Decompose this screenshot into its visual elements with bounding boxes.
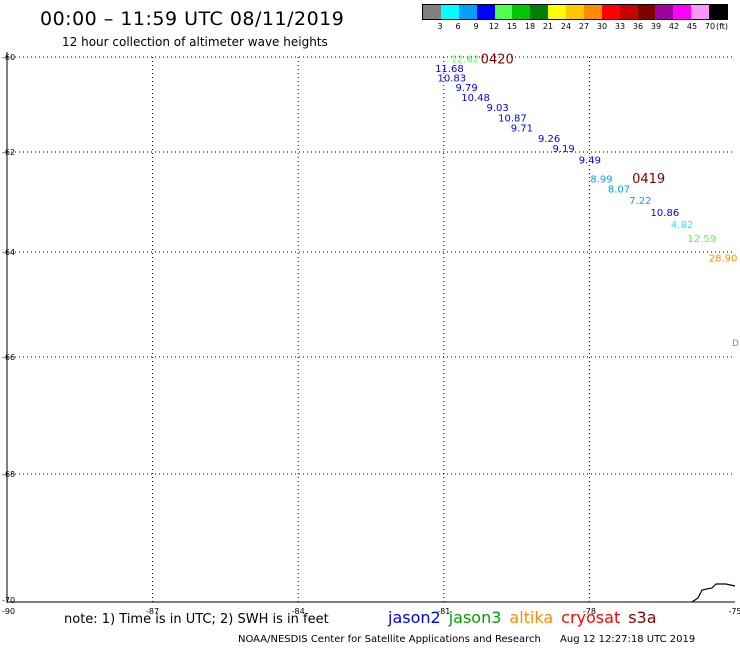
units-note: note: 1) Time is in UTC; 2) SWH is in fe…	[64, 612, 329, 627]
wave-height-label: 7.22	[629, 196, 651, 207]
wave-height-label: 9.03	[487, 103, 509, 114]
legend-swatch	[619, 5, 638, 19]
legend-swatch	[548, 5, 566, 19]
wave-height-label: 9.26	[538, 134, 560, 145]
wave-height-label: 11.68	[435, 64, 464, 75]
legend-swatch	[566, 5, 584, 19]
legend-swatch	[458, 5, 477, 19]
footer: NOAA/NESDIS Center for Satellite Applica…	[238, 634, 695, 645]
wave-height-label: 10.48	[461, 93, 490, 104]
wave-height-label: 9.71	[511, 123, 533, 134]
legend-tick-label: 70	[704, 22, 716, 31]
legend-swatch	[440, 5, 459, 19]
wave-height-label: 12.59	[687, 234, 716, 245]
legend-swatch	[601, 5, 620, 19]
coast-label: D	[732, 339, 739, 349]
map-subtitle: 12 hour collection of altimeter wave hei…	[62, 35, 328, 49]
legend-swatch	[673, 5, 692, 19]
credit-text: NOAA/NESDIS Center for Satellite Applica…	[238, 634, 541, 645]
latitude-label: -66	[2, 353, 15, 362]
latitude-label: -62	[2, 148, 15, 157]
pass-time-label: 0420	[481, 52, 514, 67]
legend-tick-label: 18	[524, 22, 536, 31]
latitude-label: -70	[2, 596, 15, 605]
longitude-label: -84	[292, 607, 305, 616]
legend-swatch	[655, 5, 674, 19]
longitude-label: -87	[146, 607, 159, 616]
legend-swatch	[637, 5, 656, 19]
legend-tick-label: 9	[473, 22, 479, 31]
latitude-label: -64	[2, 248, 15, 257]
legend-tick-label: 30	[596, 22, 608, 31]
legend-swatch	[494, 5, 513, 19]
timestamp-text: Aug 12 12:27:18 UTC 2019	[560, 634, 696, 645]
legend-swatches	[422, 4, 728, 20]
legend-tick-label: 6	[455, 22, 461, 31]
legend-tick-label: 21	[542, 22, 554, 31]
map-title: 00:00 – 11:59 UTC 08/11/2019	[40, 8, 345, 30]
legend-swatch	[512, 5, 531, 19]
legend-swatch	[709, 5, 727, 19]
legend-ticks: 3 6 9 12 15 18 21 24 27 30 33 36 39 42 45 70 (ft)	[422, 20, 728, 32]
legend-swatch	[691, 5, 709, 19]
wave-height-label: 10.87	[498, 113, 527, 124]
wave-height-label: 9.19	[553, 144, 575, 155]
satellite-legend: jason2 jason3 altika cryosat s3a	[388, 608, 665, 627]
color-legend: 3 6 9 12 15 18 21 24 27 30 33 36 39 42 45 70 (ft)	[422, 4, 728, 32]
legend-tick-label: 27	[578, 22, 590, 31]
satellite-label: jason3	[448, 608, 502, 627]
longitude-label: -78	[583, 607, 596, 616]
longitude-label: -90	[2, 607, 15, 616]
legend-tick-label: 3	[437, 22, 443, 31]
satellite-label: s3a	[628, 608, 657, 627]
legend-swatch	[476, 5, 495, 19]
wave-height-label: 8.99	[590, 175, 612, 186]
coastline	[691, 583, 736, 603]
legend-swatch	[423, 5, 441, 19]
legend-tick-label: 24	[560, 22, 572, 31]
wave-height-label: 8.07	[608, 185, 630, 196]
legend-tick-label: 39	[650, 22, 662, 31]
wave-height-label: 28.90	[709, 253, 738, 264]
satellite-label: jason2	[388, 608, 441, 627]
wave-height-label: 9.79	[455, 83, 477, 94]
wave-height-label: 10.83	[437, 73, 466, 84]
longitude-label: -75	[728, 607, 740, 616]
legend-unit: (ft)	[715, 22, 729, 31]
legend-tick-label: 33	[614, 22, 626, 31]
legend-tick-label: 12	[488, 22, 500, 31]
satellite-label: cryosat	[561, 608, 621, 627]
legend-swatch	[530, 5, 549, 19]
wave-height-label: 10.86	[651, 208, 680, 219]
pass-time-label: 0419	[632, 172, 665, 187]
latitude-label: -68	[2, 470, 15, 479]
wave-height-label: 4.82	[671, 220, 693, 231]
longitude-label: -81	[437, 607, 450, 616]
latitude-label: -60	[2, 53, 15, 62]
wave-height-label: 9.49	[579, 156, 601, 167]
legend-tick-label: 42	[668, 22, 680, 31]
satellite-label: altika	[509, 608, 554, 627]
legend-tick-label: 15	[506, 22, 518, 31]
legend-tick-label: 36	[632, 22, 644, 31]
legend-swatch	[583, 5, 602, 19]
legend-tick-label: 45	[686, 22, 698, 31]
wave-height-label: 12.62	[451, 54, 480, 65]
